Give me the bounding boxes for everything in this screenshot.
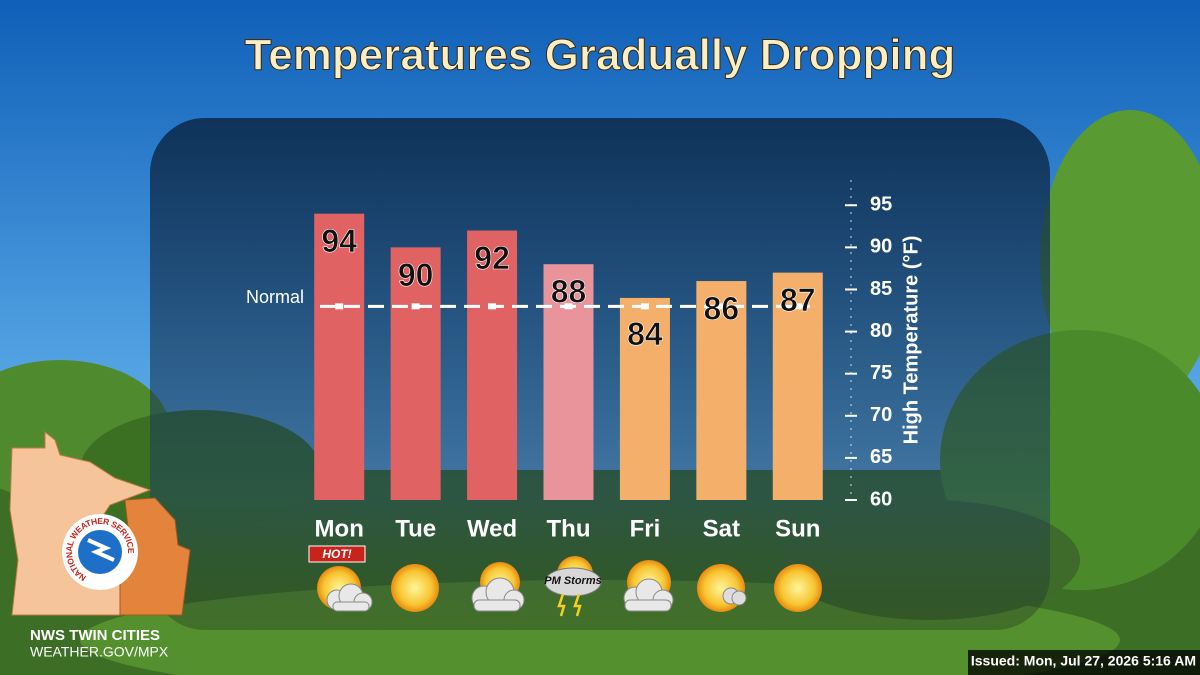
- normal-label: Normal: [246, 287, 304, 307]
- logo: NATIONAL WEATHER SERVICE: [9, 430, 191, 616]
- x-tick-label: Wed: [467, 515, 517, 542]
- storms-label: PM Storms: [544, 575, 601, 587]
- value-label: 88: [551, 274, 587, 310]
- bar: [696, 281, 747, 500]
- normal-marker: [793, 303, 802, 310]
- value-label: 92: [474, 240, 510, 276]
- x-tick-label: Fri: [630, 515, 661, 542]
- y-tick-label: 65: [870, 446, 892, 468]
- value-label: 87: [780, 282, 816, 318]
- normal-marker: [488, 303, 497, 310]
- bar: [467, 230, 518, 501]
- office-url: WEATHER.GOV/MPX: [30, 644, 169, 660]
- hot-badge: [308, 545, 366, 563]
- normal-marker: [640, 303, 649, 310]
- normal-marker: [564, 303, 573, 310]
- bar: [314, 213, 365, 500]
- chart-panel: [150, 118, 1050, 630]
- x-tick-label: Thu: [547, 515, 591, 542]
- bar: [772, 272, 823, 500]
- issued-box: [968, 650, 1200, 675]
- issued-time: Issued: Mon, Jul 27, 2026 5:16 AM: [971, 653, 1196, 669]
- bar: [619, 297, 670, 500]
- y-tick-label: 60: [870, 488, 892, 510]
- x-tick-label: Tue: [395, 515, 436, 542]
- y-tick-label: 75: [870, 362, 892, 384]
- y-tick-label: 90: [870, 236, 892, 258]
- x-tick-label: Mon: [315, 515, 364, 542]
- y-tick-label: 85: [870, 278, 892, 300]
- y-tick-label: 80: [870, 320, 892, 342]
- y-tick-label: 95: [870, 194, 892, 216]
- bar: [390, 247, 441, 500]
- normal-marker: [717, 303, 726, 310]
- y-tick-label: 70: [870, 404, 892, 426]
- x-tick-label: Sun: [775, 515, 820, 542]
- value-label: 90: [398, 257, 434, 293]
- chart-title: Temperatures Gradually Dropping: [245, 31, 956, 80]
- office-name: NWS TWIN CITIES: [30, 627, 160, 644]
- weather-icons: [317, 556, 822, 617]
- hot-label: HOT!: [322, 547, 351, 561]
- value-label: 94: [321, 223, 357, 259]
- value-label: 84: [627, 316, 663, 352]
- y-axis-label: High Temperature (°F): [900, 236, 922, 445]
- normal-marker: [411, 303, 420, 310]
- value-label: 86: [704, 291, 740, 327]
- normal-marker: [335, 303, 344, 310]
- x-tick-label: Sat: [703, 515, 740, 542]
